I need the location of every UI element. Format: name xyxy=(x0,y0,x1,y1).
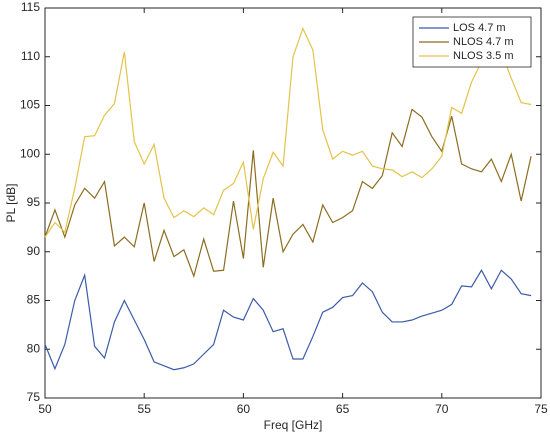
legend-label: NLOS 3.5 m xyxy=(453,50,514,62)
y-tick-label: 80 xyxy=(27,341,41,355)
x-tick-label: 60 xyxy=(237,402,251,416)
legend: LOS 4.7 m NLOS 4.7 m NLOS 3.5 m xyxy=(412,16,532,68)
x-axis-label: Freq [GHz] xyxy=(264,418,323,432)
y-tick-label: 95 xyxy=(27,195,41,209)
x-tick-label: 75 xyxy=(534,402,548,416)
y-tick-label: 100 xyxy=(20,146,40,160)
series-line xyxy=(44,269,532,371)
y-tick-label: 75 xyxy=(27,390,41,404)
x-tick-label: 50 xyxy=(38,402,52,416)
y-tick-label: 110 xyxy=(21,49,40,63)
y-tick-label: 105 xyxy=(20,98,40,112)
y-axis-label: PL [dB] xyxy=(4,184,18,223)
x-tick-label: 55 xyxy=(138,402,152,416)
y-tick-label: 90 xyxy=(27,244,41,258)
legend-label: LOS 4.7 m xyxy=(453,22,506,34)
x-tick-label: 70 xyxy=(435,402,449,416)
y-tick-label: 85 xyxy=(27,293,41,307)
series-line xyxy=(44,108,532,279)
x-tick-label: 65 xyxy=(336,402,350,416)
series-line xyxy=(44,26,532,238)
legend-label: NLOS 4.7 m xyxy=(453,36,514,48)
y-tick-label: 115 xyxy=(21,0,40,14)
